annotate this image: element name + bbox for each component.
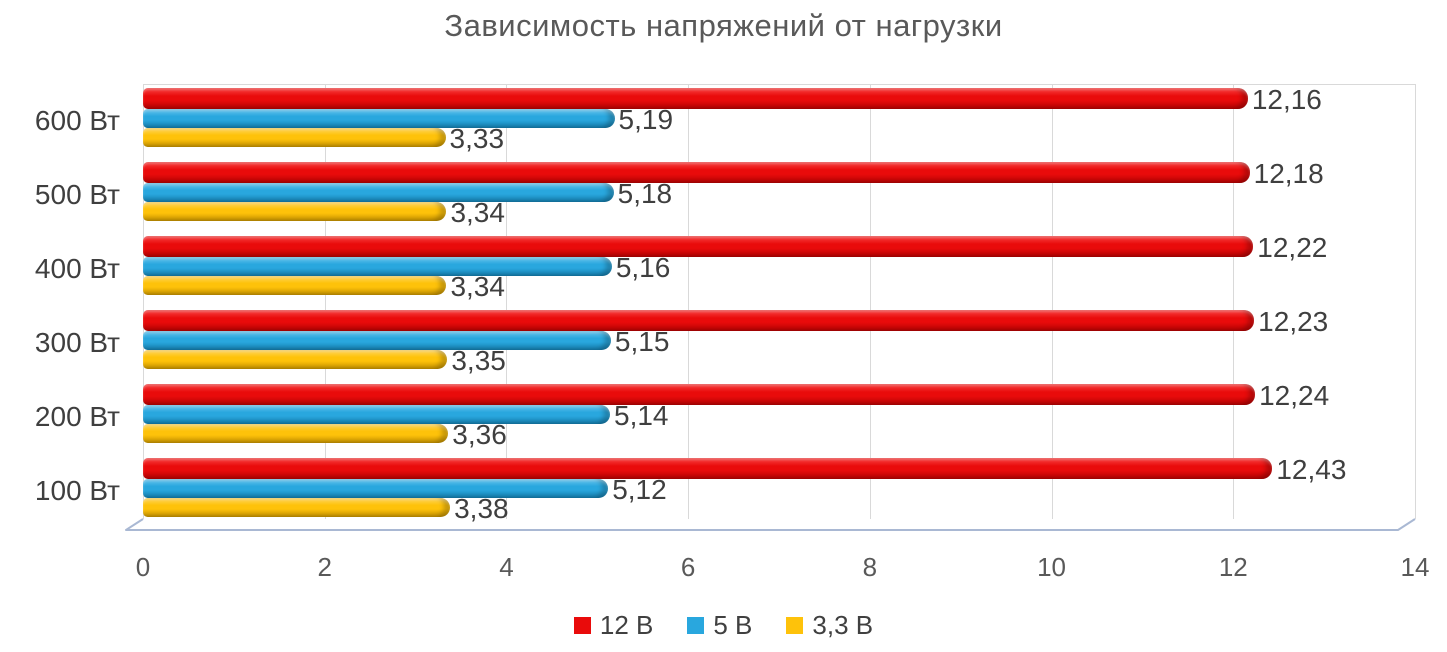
bar <box>143 331 611 350</box>
legend-swatch <box>786 617 804 634</box>
bar-value-label: 12,23 <box>1258 305 1329 337</box>
bar <box>143 162 1250 183</box>
bar-value-label: 3,34 <box>450 270 505 302</box>
bar-value-label: 12,18 <box>1253 157 1324 189</box>
bar-value-label: 5,15 <box>614 325 670 357</box>
legend-item: 12 В <box>573 610 654 641</box>
legend: 12 В 5 В 3,3 В <box>0 610 1447 641</box>
bar <box>143 310 1255 331</box>
bar-value-label: 5,14 <box>614 399 669 431</box>
bar-value-label: 3,36 <box>452 418 507 450</box>
bar-value-label: 5,16 <box>615 251 671 283</box>
bar <box>143 479 609 498</box>
plot-area-top-border <box>143 84 1415 85</box>
gridline <box>1051 84 1053 519</box>
x-tick-label: 2 <box>317 552 332 582</box>
bar <box>143 276 447 295</box>
bar-value-label: 12,43 <box>1276 453 1347 485</box>
bar <box>143 236 1254 257</box>
gridline <box>143 84 144 519</box>
x-tick-label: 0 <box>135 552 151 582</box>
category-label: 100 Вт <box>34 475 120 506</box>
legend-label: 3,3 В <box>812 610 874 640</box>
x-tick-label: 8 <box>862 552 878 582</box>
bar-value-label: 12,22 <box>1257 231 1328 263</box>
category-label: 200 Вт <box>34 401 120 432</box>
gridline <box>1233 84 1235 519</box>
bar <box>143 498 451 517</box>
bar <box>143 350 448 369</box>
x-tick-label: 4 <box>499 552 514 582</box>
gridline <box>688 84 690 519</box>
bar <box>143 405 610 424</box>
x-tick-label: 10 <box>1037 552 1067 582</box>
bar <box>143 128 446 147</box>
category-label: 500 Вт <box>34 179 120 210</box>
legend-label: 5 В <box>713 610 753 640</box>
bar <box>143 183 614 202</box>
bar-value-label: 12,16 <box>1251 83 1322 115</box>
gridline <box>506 84 508 519</box>
bar <box>143 257 612 276</box>
x-tick-label: 6 <box>680 552 696 582</box>
x-tick-label: 12 <box>1218 552 1248 582</box>
category-label: 600 Вт <box>34 105 120 136</box>
bar-value-label: 12,24 <box>1259 379 1330 411</box>
gridline <box>869 84 871 519</box>
bar-value-label: 5,12 <box>612 473 667 505</box>
bar <box>143 424 449 443</box>
bar <box>143 202 447 221</box>
bar-value-label: 3,34 <box>450 196 505 228</box>
bar-value-label: 3,38 <box>454 492 509 524</box>
category-label: 300 Вт <box>34 327 120 358</box>
bar-value-label: 3,35 <box>451 344 506 376</box>
bar <box>143 88 1248 109</box>
bar <box>143 109 615 128</box>
bar <box>143 458 1273 479</box>
legend-item: 3,3 В <box>786 610 873 641</box>
gridline <box>1415 84 1416 519</box>
legend-label: 12 В <box>599 610 654 640</box>
legend-swatch <box>573 617 591 634</box>
chart-title: Зависимость напряжений от нагрузки <box>444 8 1003 43</box>
bar-value-label: 3,33 <box>449 122 505 154</box>
bar <box>143 384 1256 405</box>
category-label: 400 Вт <box>34 253 120 284</box>
legend-swatch <box>687 617 705 634</box>
bar-value-label: 5,19 <box>618 103 674 135</box>
legend-item: 5 В <box>687 610 752 641</box>
bar-value-label: 5,18 <box>617 177 673 209</box>
gridline <box>324 84 326 519</box>
x-tick-label: 14 <box>1400 552 1430 582</box>
